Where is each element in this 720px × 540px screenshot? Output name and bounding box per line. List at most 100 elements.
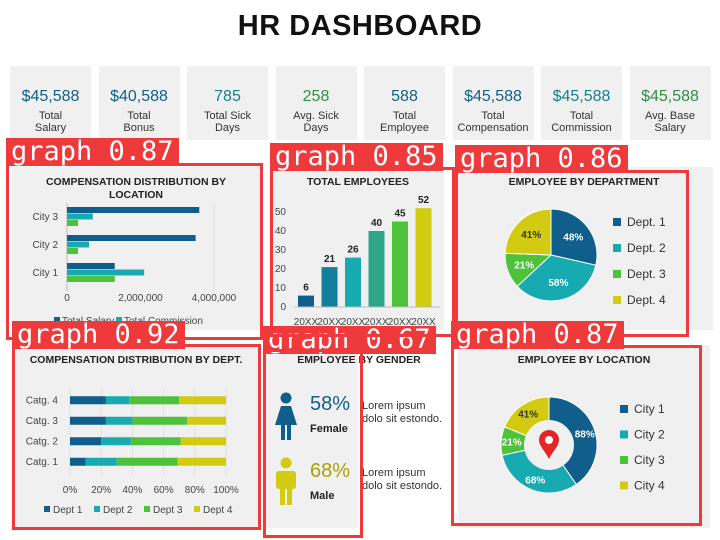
bar-segment	[70, 437, 102, 446]
kpi-label: Total	[569, 110, 594, 122]
tick-label: 100%	[213, 485, 239, 496]
category-label: 20XX	[294, 317, 319, 328]
category-label: 20XX	[364, 317, 389, 328]
category-label: City 1	[32, 268, 58, 279]
bar	[67, 263, 115, 269]
legend-label: City 4	[634, 479, 665, 493]
legend-swatch	[144, 506, 150, 512]
compensation-dept-chart: 0% 20% 40% 60% 80% 100% Catg. 4 Catg. 3 Catg. 2 C…	[26, 389, 239, 516]
kpi-card: $45,588 Total Compensation	[452, 66, 534, 140]
kpi-value: $40,588	[110, 88, 168, 105]
legend-label: Dept 4	[203, 505, 233, 516]
bar-segment	[129, 396, 180, 405]
slice-label: 88%	[575, 429, 595, 440]
bar-segment	[101, 437, 131, 446]
legend-label: Dept. 4	[627, 293, 666, 307]
legend-swatch	[44, 506, 50, 512]
category-label: Catg. 3	[26, 416, 59, 427]
bar	[67, 220, 79, 226]
bar-segment	[116, 457, 178, 466]
detection-box	[451, 345, 702, 526]
detection-box	[263, 349, 363, 538]
map-pin-dot	[545, 436, 553, 444]
legend-swatch	[620, 430, 628, 439]
kpi-card: $45,588 Avg. Base Salary	[629, 66, 711, 140]
kpi-label: Compensation	[457, 122, 529, 134]
legend-label: Dept 2	[103, 505, 133, 516]
kpi-value: $45,588	[641, 88, 699, 105]
bar	[67, 235, 196, 241]
bar-segment	[187, 416, 226, 425]
panel-compensation-location: COMPENSATION DISTRIBUTION BY LOCATION Ci…	[12, 167, 260, 330]
slice-label: 41%	[521, 230, 541, 241]
kpi-card: $40,588 Total Bonus	[98, 66, 180, 140]
detection-box	[6, 163, 263, 340]
slice-label: 58%	[548, 278, 568, 289]
panel-employee-location: EMPLOYEE BY LOCATION 88% 68% 21% 41% City 1 C…	[458, 345, 710, 528]
kpi-label: Avg. Sick	[293, 110, 339, 122]
map-pin-icon	[539, 430, 559, 459]
pie-slice	[501, 444, 578, 494]
chart-title: EMPLOYEE BY GENDER	[297, 354, 421, 366]
tick-label: 40%	[122, 485, 142, 496]
tick-label: 0	[280, 302, 286, 313]
category-label: City 2	[32, 240, 58, 251]
panel-employee-gender: EMPLOYEE BY GENDER 58% Female 68% Male L…	[266, 345, 452, 528]
bar	[321, 267, 338, 307]
employee-department-chart: 48% 58% 21% 41% Dept. 1 Dept. 2 Dept. 3 Dept. 4	[504, 208, 666, 307]
legend-swatch	[116, 317, 122, 323]
chart-title: EMPLOYEE BY LOCATION	[517, 354, 651, 366]
tick-label: 4,000,000	[192, 293, 237, 304]
slice-label: 21%	[514, 260, 534, 271]
bar	[67, 276, 115, 282]
tick-label: 60%	[154, 485, 174, 496]
kpi-label: Commission	[551, 122, 612, 134]
tick-label: 40	[275, 226, 287, 237]
bar	[67, 269, 145, 276]
data-label: 21	[324, 254, 336, 265]
data-label: 40	[371, 218, 383, 229]
kpi-label: Salary	[654, 122, 686, 134]
data-label: 26	[347, 245, 359, 256]
male-description: Lorem ipsum dolo sit estondo.	[362, 467, 443, 492]
data-label: 45	[394, 209, 406, 220]
legend-label: City 2	[634, 428, 665, 442]
bar	[67, 207, 200, 213]
legend-swatch	[620, 481, 628, 490]
category-label: 20XX	[341, 317, 366, 328]
kpi-label: Days	[214, 122, 241, 134]
category-label: City 3	[32, 212, 58, 223]
kpi-card: 588 Total Employee	[364, 66, 445, 140]
slice-label: 41%	[518, 409, 538, 420]
kpi-label: Total	[481, 110, 505, 122]
legend-swatch	[613, 218, 621, 226]
tick-label: 0	[64, 293, 70, 304]
kpi-card: 258 Avg. Sick Days	[275, 66, 357, 140]
tick-label: 50	[275, 207, 287, 218]
category-label: Catg. 2	[26, 436, 59, 447]
legend-swatch	[194, 506, 200, 512]
legend-swatch	[54, 317, 60, 323]
kpi-value: 785	[214, 88, 241, 105]
kpi-label: Avg. Base	[645, 110, 695, 122]
pie-slice	[504, 208, 552, 256]
tick-label: 20%	[91, 485, 111, 496]
category-label: Catg. 4	[26, 395, 59, 406]
pie-slice	[516, 254, 597, 302]
data-label: 52	[418, 195, 430, 206]
detection-label: graph 0.86	[455, 145, 628, 173]
pie-slice	[550, 208, 598, 266]
total-employees-chart: 0 10 20 30 40 50 6 20XX 21 20XX 26 20XX 40 20XX 45 20XX…	[275, 195, 440, 328]
bar-segment	[85, 457, 117, 466]
category-label: 20XX	[411, 317, 436, 328]
kpi-value: 258	[302, 88, 330, 105]
detection-label: graph 0.92	[12, 321, 185, 349]
category-label: 20XX	[317, 317, 342, 328]
bar-segment	[179, 396, 226, 405]
legend-label: Dept. 3	[627, 267, 666, 281]
detection-label: graph 0.85	[270, 143, 443, 171]
panel-compensation-dept: COMPENSATION DISTRIBUTION BY DEPT. 0% 20%…	[12, 345, 260, 528]
kpi-value: $45,588	[464, 88, 522, 105]
kpi-label: Total Sick	[203, 110, 252, 122]
panel-employee-department: EMPLOYEE BY DEPARTMENT 48% 58% 21% 41% Dept.…	[455, 167, 713, 330]
